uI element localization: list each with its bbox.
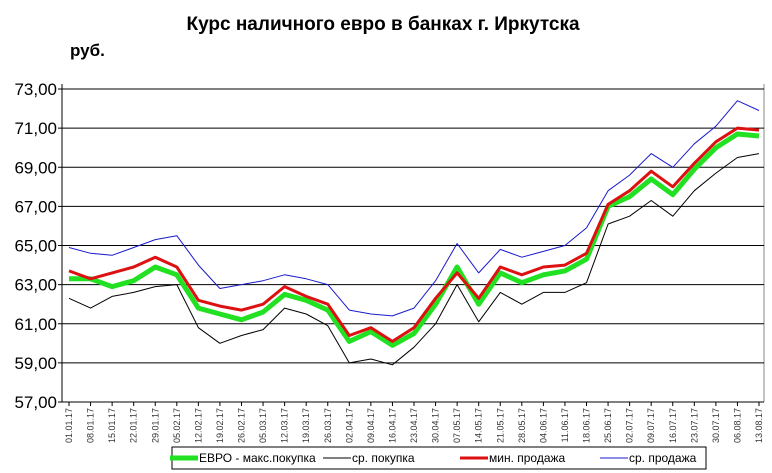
series-line-1 [68,153,760,366]
x-tick-label: 02.04.17 [344,408,354,443]
x-tick-label: 23.04.17 [409,408,419,443]
y-tick-label: 71,00 [14,119,57,138]
x-tick-label: 09.04.17 [366,408,376,443]
x-tick-label: 04.06.17 [538,408,548,443]
x-tick-label: 12.03.17 [280,408,290,443]
x-tick-label: 29.01.17 [150,408,160,443]
x-tick-label: 28.05.17 [517,408,527,443]
legend-label-2: мин. продажа [489,451,566,465]
x-tick-label: 11.06.17 [560,408,570,442]
x-tick-label: 05.03.17 [258,408,268,443]
x-tick-label: 06.08.17 [732,408,742,443]
x-tick-label: 19.03.17 [301,408,311,443]
x-tick-label: 30.04.17 [431,408,441,443]
legend-label-1: ср. покупка [352,451,415,465]
x-tick-label: 02.07.17 [625,408,635,443]
x-tick-label: 09.07.17 [646,408,656,443]
x-tick-label: 26.03.17 [323,408,333,443]
series-line-0 [69,131,760,348]
x-tick-label: 30.07.17 [711,408,721,443]
x-tick-label: 14.05.17 [474,408,484,443]
x-tick-label: 07.05.17 [452,408,462,443]
x-tick-label: 21.05.17 [495,408,505,443]
legend-label-0: ЕВРО - макс.покупка [199,451,316,465]
x-tick-label: 22.01.17 [129,408,139,443]
x-tick-label: 12.02.17 [193,408,203,443]
x-tick-label: 15.01.17 [107,408,117,443]
legend: ЕВРО - макс.покупка ср. покупка мин. прода… [170,446,707,470]
series-line-2 [68,126,760,343]
y-tick-label: 59,00 [14,354,57,373]
x-tick-label: 23.07.17 [689,408,699,443]
x-tick-label: 08.01.17 [86,408,96,443]
legend-label-3: ср. продажа [629,451,697,465]
y-tick-label: 73,00 [14,80,57,99]
y-tick-label: 65,00 [14,237,57,256]
chart-title: Курс наличного евро в банках г. Иркутска [186,14,579,35]
x-tick-label: 16.07.17 [668,408,678,443]
x-tick-label: 19.02.17 [215,408,225,443]
series-line-3 [68,100,760,317]
x-tick-label: 16.04.17 [387,408,397,443]
y-axis-label: руб. [70,41,105,60]
x-tick-label: 18.06.17 [582,408,592,443]
x-tick-label: 26.02.17 [237,408,247,443]
y-tick-label: 63,00 [14,276,57,295]
y-tick-label: 61,00 [14,315,57,334]
y-tick-label: 67,00 [14,197,57,216]
y-tick-label: 69,00 [14,158,57,177]
x-tick-label: 25.06.17 [603,408,613,443]
x-tick-label: 05.02.17 [172,408,182,443]
y-tick-label: 57,00 [14,393,57,412]
x-tick-label: 13.08.17 [754,408,764,443]
x-tick-label: 01.01.17 [64,408,74,443]
